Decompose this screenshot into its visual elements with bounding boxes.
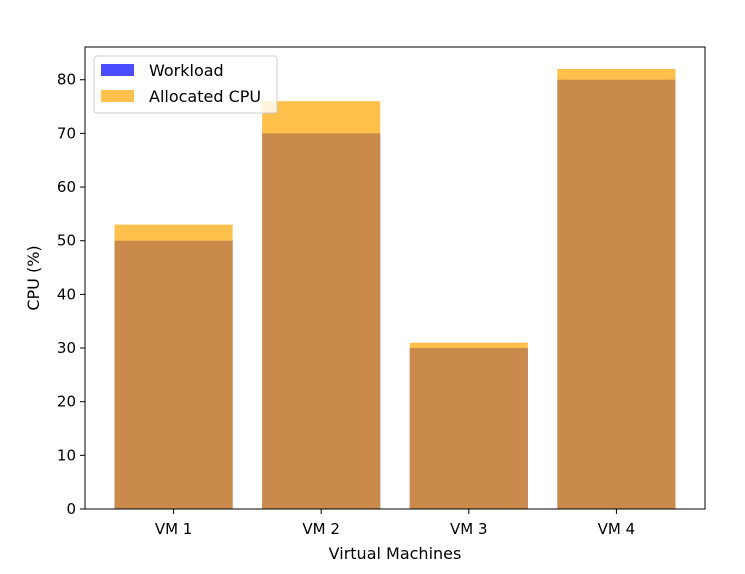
y-axis-label: CPU (%): [24, 245, 43, 310]
legend-label: Allocated CPU: [149, 87, 261, 106]
axes-frame: [84, 46, 706, 510]
legend: Workload Allocated CPU: [93, 55, 278, 114]
bars-layer: [114, 69, 676, 510]
x-tick-label: VM 3: [450, 520, 488, 538]
legend-swatch: [101, 90, 134, 102]
y-tick-label: 50: [57, 232, 76, 250]
y-tick-label: 40: [57, 285, 76, 303]
y-tick-label: 60: [57, 178, 76, 196]
x-tick-label: VM 2: [302, 520, 340, 538]
x-axis-ticks: VM 1 VM 2 VM 3 VM 4: [155, 509, 635, 538]
legend-swatch: [101, 64, 134, 76]
x-tick-label: VM 1: [155, 520, 193, 538]
bar-allocated-cpu-3: [409, 342, 528, 509]
y-tick-label: 30: [57, 339, 76, 357]
bar-allocated-cpu-4: [557, 69, 676, 509]
y-tick-label: 80: [57, 71, 76, 89]
legend-box: [93, 55, 278, 114]
y-tick-label: 20: [57, 393, 76, 411]
x-axis-label: Virtual Machines: [329, 544, 462, 563]
y-axis-ticks: 0 10 20 30 40 50 60 70 80: [57, 71, 85, 518]
y-tick-label: 0: [66, 500, 76, 518]
legend-label: Workload: [149, 61, 224, 80]
bar-allocated-cpu-2: [262, 101, 381, 509]
y-tick-label: 10: [57, 446, 76, 464]
bar-allocated-cpu-1: [114, 224, 233, 510]
x-tick-label: VM 4: [598, 520, 636, 538]
y-tick-label: 70: [57, 124, 76, 142]
